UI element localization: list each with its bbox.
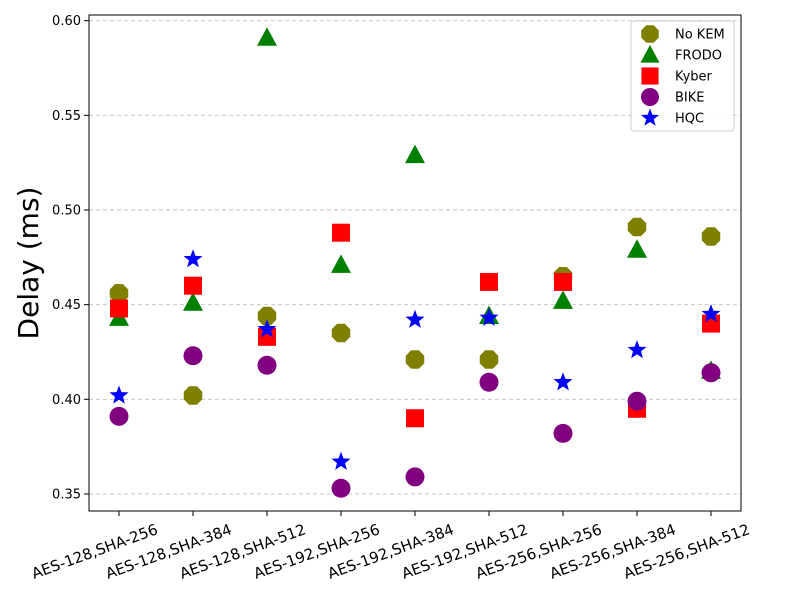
y-tick-label: 0.40	[52, 393, 81, 408]
legend-marker-frodo	[640, 45, 660, 63]
point-hqc	[183, 249, 203, 268]
point-kyber	[184, 276, 202, 295]
legend-label-hqc: HQC	[675, 112, 704, 127]
point-no-kem	[479, 350, 499, 369]
point-hqc	[331, 451, 351, 470]
y-axis-label: Delay (ms)	[12, 187, 45, 340]
point-no-kem	[627, 217, 647, 237]
point-hqc	[627, 340, 647, 359]
point-frodo	[331, 254, 351, 273]
plot-area-frame	[88, 14, 742, 512]
legend-box	[630, 20, 735, 132]
point-no-kem	[331, 323, 351, 343]
y-axis-ticks: 0.35 0.40 0.45 0.50 0.55 0.60	[52, 14, 89, 502]
point-no-kem	[701, 227, 721, 246]
point-kyber	[110, 299, 128, 318]
y-tick-label: 0.50	[52, 203, 81, 218]
point-bike	[553, 423, 573, 443]
point-kyber	[332, 223, 350, 242]
legend-marker-no-kem	[641, 25, 659, 43]
y-tick-label: 0.55	[52, 109, 81, 124]
point-bike	[183, 346, 203, 366]
y-tick-label: 0.60	[52, 14, 81, 29]
legend-label-frodo: FRODO	[675, 49, 722, 64]
point-frodo	[183, 292, 203, 311]
point-hqc	[405, 309, 425, 328]
point-bike	[405, 467, 425, 487]
point-hqc	[701, 304, 721, 323]
point-hqc	[109, 385, 129, 404]
point-hqc	[257, 319, 277, 338]
point-no-kem	[405, 350, 425, 369]
legend-marker-bike	[640, 87, 660, 107]
legend-marker-kyber	[641, 67, 659, 85]
point-bike	[109, 406, 129, 426]
point-bike	[479, 372, 499, 392]
legend-marker-hqc	[640, 108, 660, 126]
point-kyber	[554, 272, 572, 291]
point-frodo	[257, 27, 277, 46]
point-frodo	[405, 144, 425, 164]
point-hqc	[479, 307, 499, 326]
data-points	[109, 27, 721, 498]
point-bike	[331, 478, 351, 498]
point-kyber	[258, 327, 276, 346]
point-no-kem	[257, 306, 277, 326]
point-bike	[257, 355, 277, 375]
legend-label-bike: BIKE	[675, 91, 705, 106]
y-tick-label: 0.45	[52, 298, 81, 313]
legend: No KEM FRODO Kyber BIKE HQC	[630, 20, 735, 132]
point-hqc	[553, 372, 573, 391]
point-bike	[627, 391, 647, 411]
legend-label-no-kem: No KEM	[675, 28, 725, 43]
point-frodo	[627, 239, 647, 258]
point-frodo	[553, 290, 573, 309]
y-tick-label: 0.35	[52, 487, 81, 502]
point-bike	[701, 363, 721, 383]
point-kyber	[406, 409, 424, 428]
legend-label-kyber: Kyber	[675, 70, 713, 85]
point-no-kem	[109, 284, 129, 303]
x-axis-ticks: AES-128,SHA-256AES-128,SHA-384AES-128,SH…	[29, 511, 752, 583]
x-tick-label: AES-256,SHA-512	[621, 520, 752, 582]
point-kyber	[480, 272, 498, 291]
point-no-kem	[183, 386, 203, 405]
